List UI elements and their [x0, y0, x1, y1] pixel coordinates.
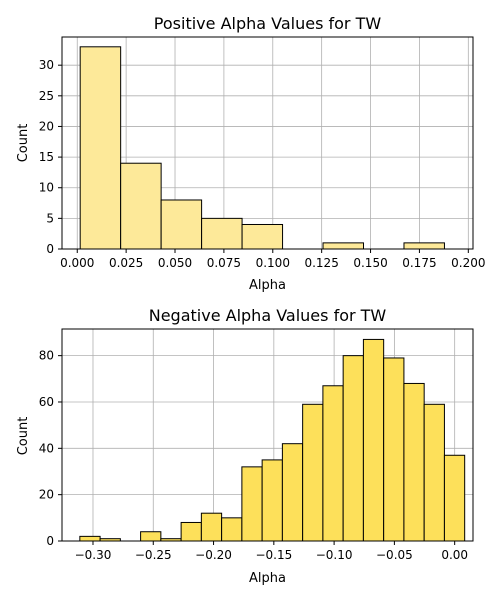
histogram-bar [423, 403, 445, 542]
x-axis-label: Alpha [249, 571, 286, 586]
x-tick-label: 0.025 [109, 256, 143, 270]
histogram-bar [383, 357, 405, 542]
x-tick-label: 0.100 [256, 256, 290, 270]
histogram-bar [322, 385, 344, 542]
y-tick-label: 20 [39, 119, 54, 133]
axes-frame [61, 328, 474, 542]
histogram-bar [403, 382, 425, 542]
chart-title: Positive Alpha Values for TW [154, 14, 382, 33]
histogram-bar [160, 199, 203, 250]
x-tick-label: −0.10 [316, 548, 353, 562]
plot-area: −0.30 −0.25 −0.20 −0.15 −0.10 −0.05 0.00 0 20 40 6… [39, 328, 474, 562]
histogram-bar [79, 46, 122, 250]
histogram-bar [241, 223, 284, 250]
y-tick-label: 10 [39, 181, 54, 195]
y-tick-label: 30 [39, 58, 54, 72]
histogram-bar [362, 338, 385, 542]
x-axis-label: Alpha [249, 278, 286, 293]
histogram-bar [322, 242, 365, 250]
y-tick-label: 80 [39, 349, 54, 363]
x-tick-label: 0.075 [207, 256, 241, 270]
histogram-bar [261, 459, 283, 542]
x-tick-label: 0.175 [402, 256, 436, 270]
histogram-bar [200, 512, 223, 542]
y-tick-label: 40 [39, 441, 54, 455]
histogram-bar [342, 355, 364, 542]
x-tick-label: 0.125 [304, 256, 338, 270]
histogram-bar [403, 242, 445, 250]
histogram-bar [281, 443, 304, 542]
x-tick-label: 0.150 [353, 256, 387, 270]
plot-area: 0.000 0.025 0.050 0.075 0.100 0.125 0.150 0.175… [39, 36, 485, 270]
histogram-bar [140, 531, 162, 542]
x-tick-label: 0.200 [451, 256, 485, 270]
y-tick-label: 5 [46, 211, 54, 225]
y-tick-label: 25 [39, 89, 54, 103]
y-axis-label: Count [16, 124, 31, 163]
histogram-bar [241, 466, 263, 542]
x-tick-label: 0.050 [158, 256, 192, 270]
chart-title: Negative Alpha Values for TW [149, 306, 387, 325]
x-tick-label: −0.30 [75, 548, 112, 562]
x-tick-label: −0.15 [255, 548, 292, 562]
negative-alpha-chart: Negative Alpha Values for TW −0.30 −0.25−… [16, 306, 474, 586]
y-tick-label: 0 [46, 534, 54, 548]
histogram-bar [221, 517, 243, 542]
positive-alpha-chart: Positive Alpha Values for TW 0.000 0.025 0… [16, 14, 485, 293]
x-tick-label: 0.000 [60, 256, 94, 270]
x-tick-label: −0.25 [135, 548, 172, 562]
histogram-bar [302, 403, 324, 542]
y-tick-label: 60 [39, 395, 54, 409]
histogram-bar [180, 521, 202, 542]
x-tick-label: 0.00 [441, 548, 468, 562]
axes-frame [61, 36, 474, 250]
y-tick-label: 0 [46, 242, 54, 256]
y-axis-label: Count [16, 417, 31, 456]
histogram-bar [79, 535, 101, 542]
histogram-bar [443, 454, 466, 542]
x-tick-label: −0.05 [376, 548, 413, 562]
x-tick-label: −0.20 [195, 548, 232, 562]
histogram-bar [120, 162, 162, 250]
histogram-bar [201, 217, 243, 250]
y-tick-label: 15 [39, 150, 54, 164]
y-tick-label: 20 [39, 488, 54, 502]
